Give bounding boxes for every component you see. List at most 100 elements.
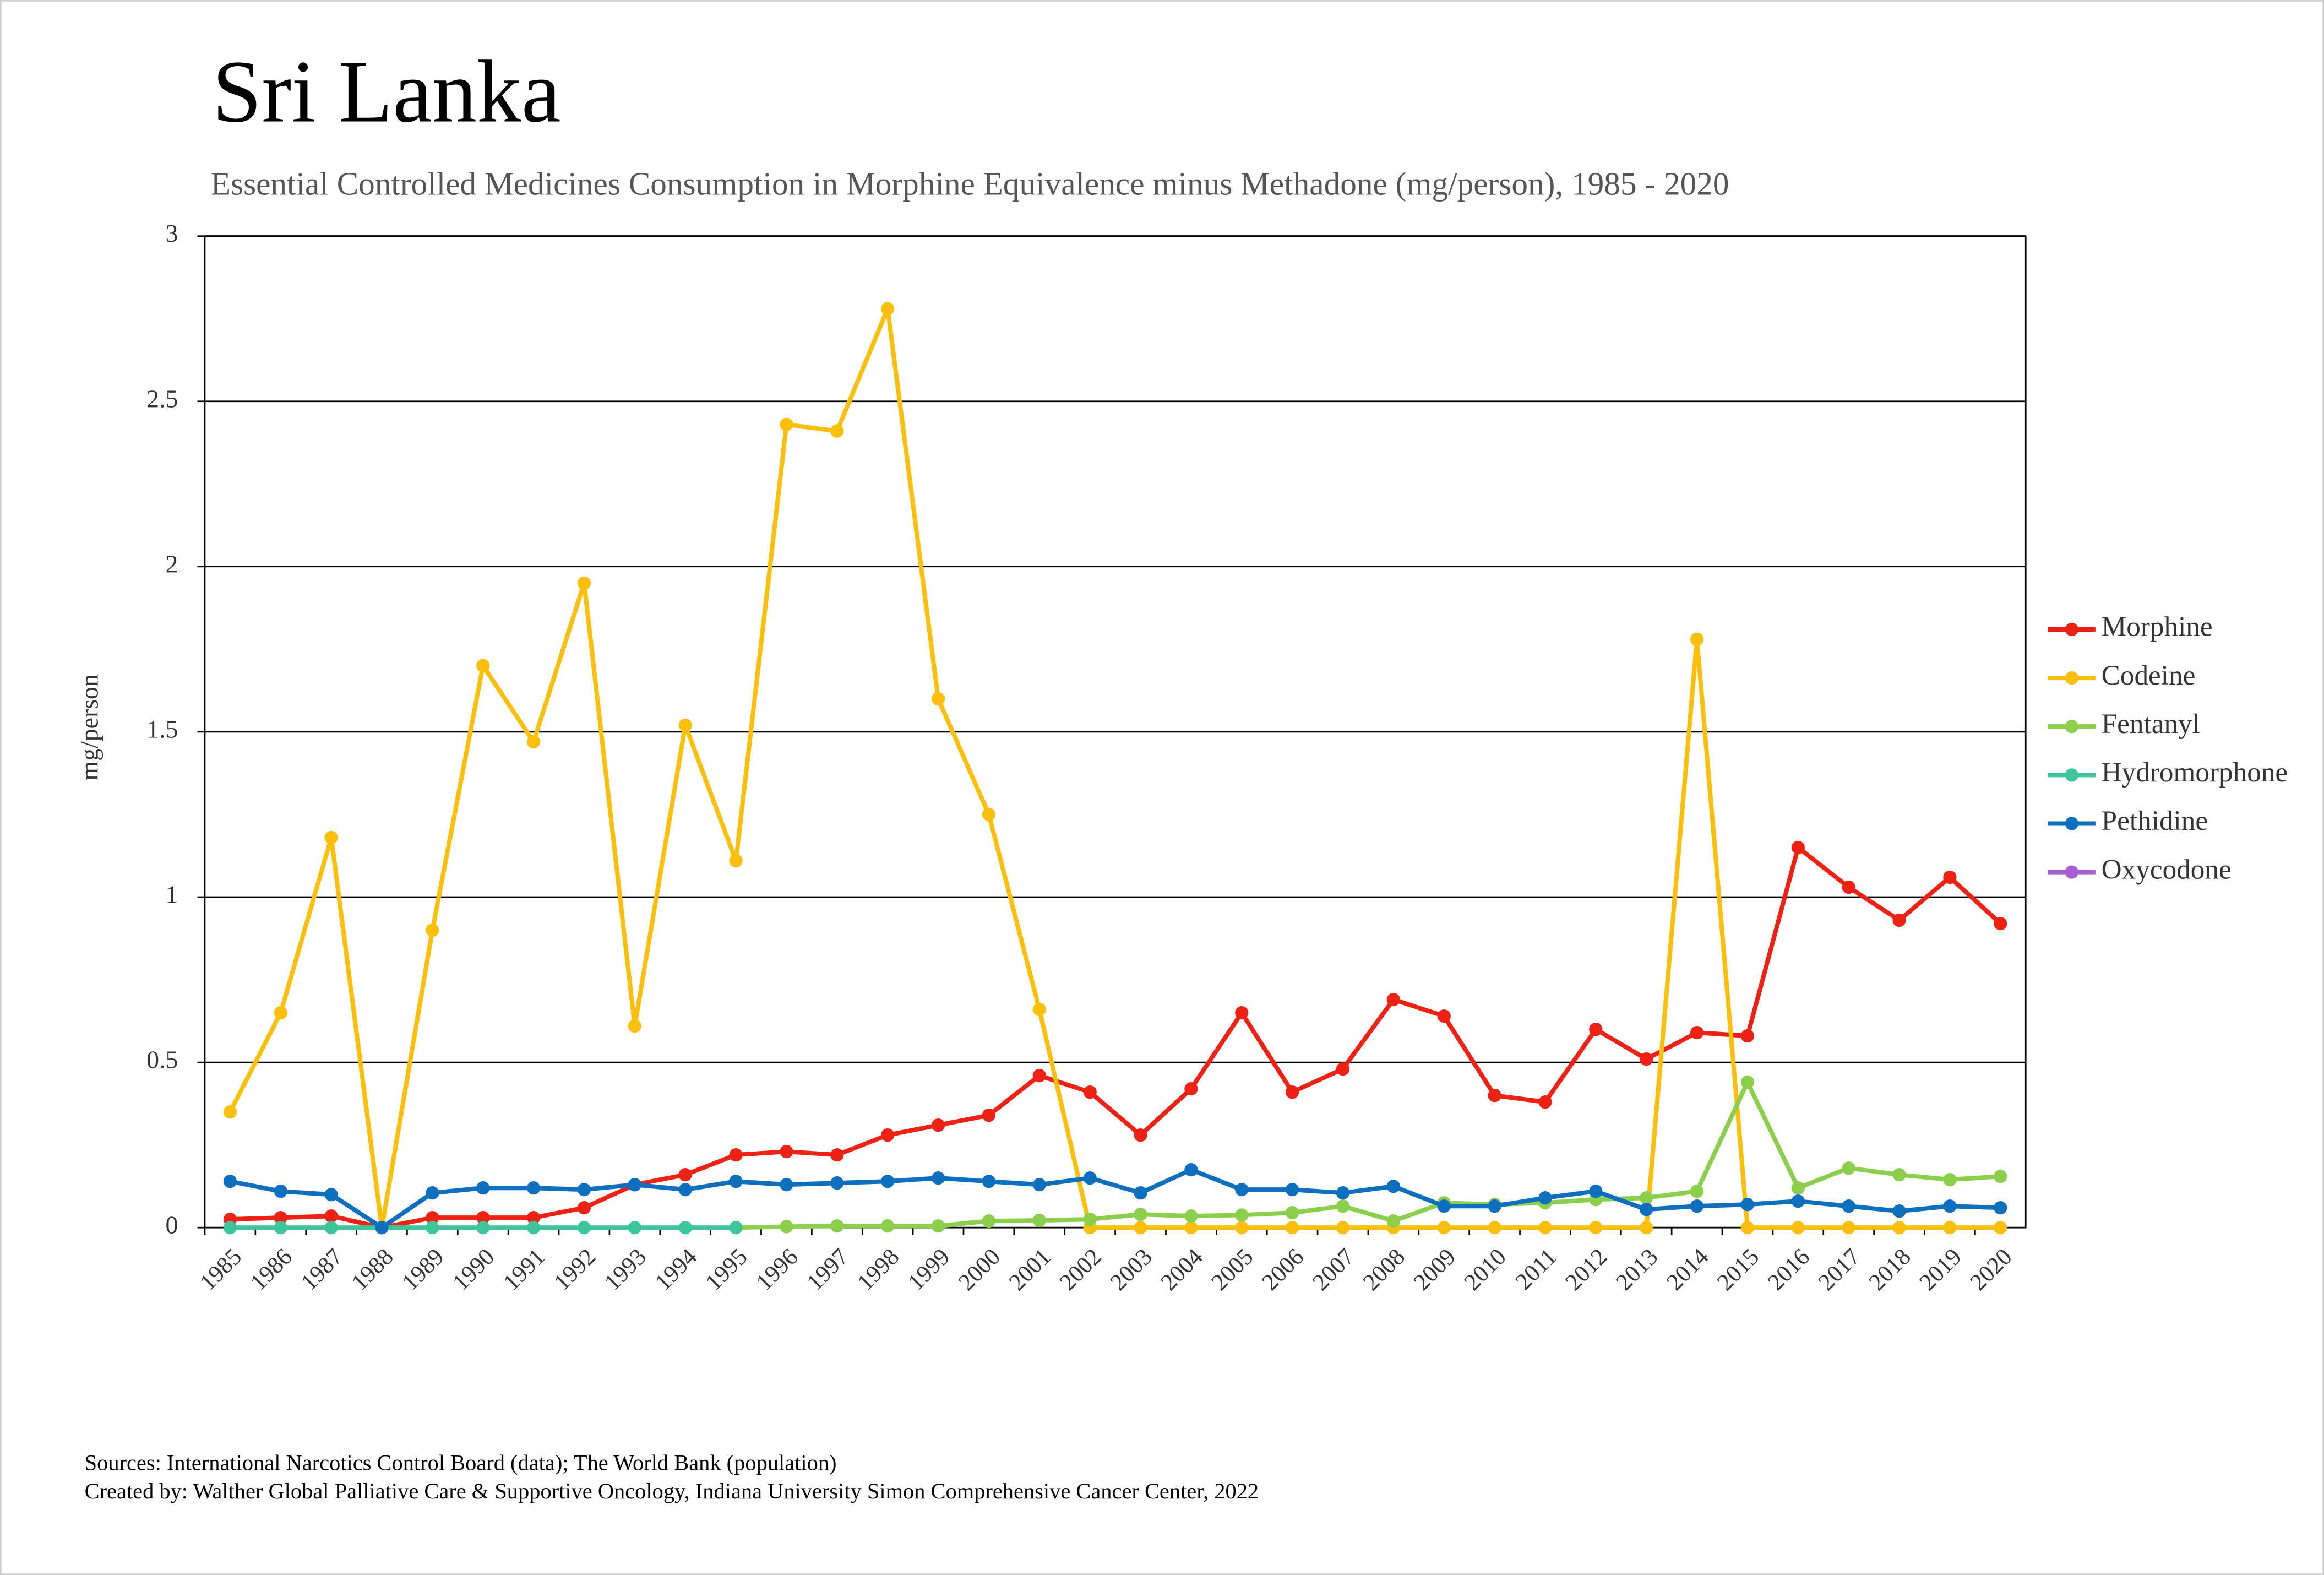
- data-point: [1842, 1199, 1855, 1213]
- data-point: [426, 1211, 439, 1225]
- legend-label: Hydromorphone: [2102, 757, 2288, 788]
- data-point: [1336, 1199, 1350, 1213]
- data-point: [982, 807, 996, 822]
- data-point: [1488, 1199, 1501, 1213]
- data-point: [324, 1221, 338, 1235]
- data-point: [881, 302, 895, 316]
- data-point: [1791, 1221, 1805, 1235]
- data-point: [577, 1201, 591, 1215]
- data-point: [1184, 1082, 1198, 1096]
- data-point: [1488, 1221, 1501, 1235]
- data-point: [780, 1145, 793, 1159]
- data-point: [1184, 1163, 1198, 1177]
- data-point: [1235, 1208, 1249, 1222]
- data-point: [1842, 1161, 1855, 1175]
- data-point: [1286, 1221, 1299, 1235]
- data-point: [1640, 1221, 1653, 1235]
- data-point: [1032, 1068, 1046, 1083]
- data-point: [729, 854, 743, 868]
- data-point: [729, 1221, 743, 1235]
- data-point: [1336, 1221, 1350, 1235]
- data-point: [1740, 1198, 1755, 1212]
- series-line: [230, 845, 2002, 1230]
- data-point: [1690, 1185, 1704, 1198]
- data-point: [1994, 916, 2007, 931]
- data-point: [1791, 840, 1805, 855]
- data-point: [526, 735, 541, 749]
- data-point: [476, 659, 490, 673]
- legend-label: Oxycodone: [2102, 854, 2232, 885]
- data-point: [1994, 1221, 2007, 1235]
- data-point: [476, 1221, 490, 1235]
- y-tick-label: 1: [166, 881, 178, 909]
- data-point: [1892, 1168, 1906, 1182]
- data-point: [982, 1175, 996, 1188]
- data-point: [830, 1219, 844, 1233]
- source-note: Sources: International Narcotics Control…: [85, 1451, 837, 1475]
- data-point: [1538, 1191, 1552, 1205]
- data-point: [1386, 1214, 1400, 1228]
- data-point: [577, 1183, 591, 1197]
- chart-subtitle: Essential Controlled Medicines Consumpti…: [211, 165, 1729, 202]
- data-point: [1690, 1025, 1704, 1040]
- data-point: [1589, 1022, 1603, 1036]
- data-point: [1336, 1186, 1350, 1200]
- y-tick-label: 1.5: [146, 715, 178, 743]
- legend-label: Pethidine: [2102, 805, 2208, 837]
- data-point: [628, 1178, 641, 1192]
- data-point: [1083, 1171, 1097, 1185]
- data-point: [426, 923, 439, 937]
- data-point: [982, 1214, 996, 1228]
- data-point: [1286, 1206, 1299, 1220]
- legend-marker: [2065, 671, 2078, 685]
- data-point: [931, 1219, 945, 1233]
- data-point: [1235, 1221, 1249, 1235]
- data-point: [274, 1221, 287, 1235]
- data-point: [780, 1220, 793, 1234]
- data-point: [577, 1221, 591, 1235]
- data-point: [1842, 1221, 1855, 1235]
- source-note: Created by: Walther Global Palliative Ca…: [85, 1479, 1259, 1503]
- data-point: [1235, 1006, 1249, 1020]
- data-point: [678, 1221, 692, 1235]
- legend-label: Codeine: [2102, 660, 2196, 691]
- series-line: [230, 1167, 2001, 1230]
- data-point: [476, 1181, 490, 1195]
- data-point: [1589, 1185, 1603, 1198]
- data-point: [1437, 1009, 1451, 1023]
- y-tick-label: 0: [166, 1211, 178, 1239]
- data-point: [324, 1188, 338, 1202]
- data-point: [931, 1171, 945, 1185]
- data-point: [1184, 1209, 1198, 1223]
- data-point: [780, 1178, 793, 1192]
- data-point: [830, 1148, 844, 1162]
- data-point: [1842, 880, 1855, 894]
- data-point: [729, 1148, 743, 1162]
- legend-marker: [2065, 622, 2078, 637]
- data-point: [526, 1221, 541, 1235]
- legend-marker: [2065, 865, 2078, 879]
- data-point: [1134, 1221, 1147, 1235]
- data-point: [1943, 1221, 1957, 1235]
- data-point: [1943, 1199, 1957, 1213]
- series-line: [736, 1080, 2001, 1230]
- data-point: [1235, 1183, 1249, 1197]
- data-point: [1437, 1221, 1451, 1235]
- data-point: [274, 1006, 287, 1020]
- data-point: [1032, 1213, 1046, 1228]
- data-point: [1386, 1180, 1400, 1193]
- data-point: [1184, 1221, 1198, 1235]
- data-point: [324, 1209, 338, 1223]
- data-point: [1690, 1199, 1704, 1213]
- data-point: [1640, 1052, 1653, 1066]
- data-point: [1437, 1199, 1451, 1213]
- data-point: [1083, 1085, 1097, 1099]
- data-point: [426, 1186, 439, 1200]
- data-point: [324, 830, 338, 845]
- legend-label: Fentanyl: [2102, 708, 2200, 740]
- data-point: [1740, 1221, 1755, 1235]
- data-point: [223, 1221, 237, 1235]
- data-point: [223, 1175, 237, 1188]
- data-point: [1488, 1088, 1501, 1102]
- data-point: [1032, 1002, 1046, 1017]
